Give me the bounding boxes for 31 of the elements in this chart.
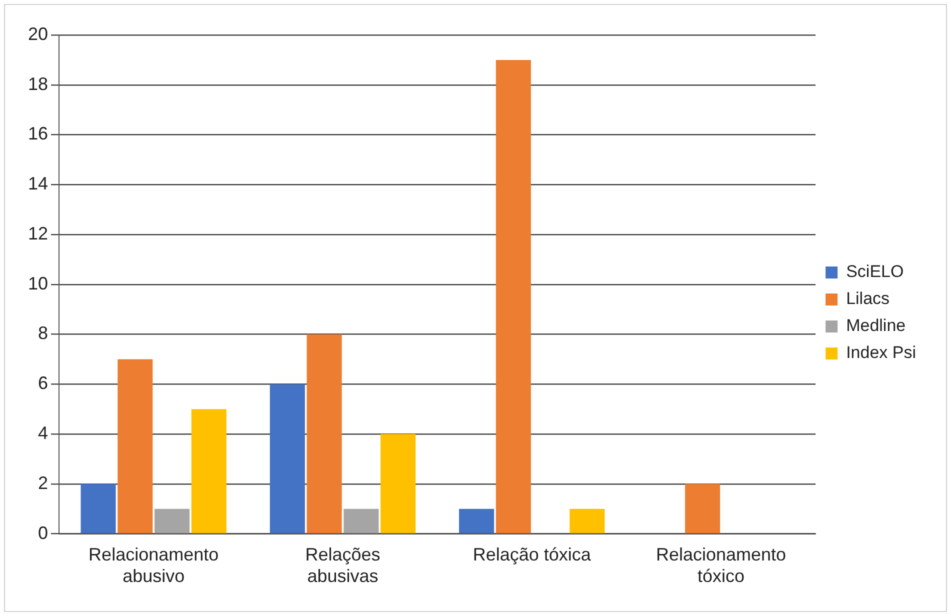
x-tick-label: Relação tóxica	[472, 544, 592, 565]
y-tick-label: 16	[28, 124, 48, 144]
legend-label: Lilacs	[846, 289, 890, 308]
bar	[380, 434, 416, 534]
legend-label: Index Psi	[846, 343, 916, 362]
y-tick-label: 2	[38, 472, 48, 493]
bar	[306, 334, 342, 534]
y-tick-label: 8	[38, 323, 48, 344]
bar	[344, 508, 379, 534]
legend-label: SciELO	[846, 262, 904, 282]
y-tick-label: 12	[28, 223, 48, 244]
bar	[80, 484, 116, 534]
bar	[459, 508, 494, 534]
y-tick-label: 14	[28, 174, 48, 194]
bar	[685, 484, 720, 534]
bar	[270, 384, 305, 534]
bar	[496, 60, 531, 534]
bar	[570, 508, 605, 534]
bar	[191, 409, 226, 534]
x-tick-label: Relacionamento tóxico	[656, 544, 786, 586]
y-tick-label: 18	[28, 74, 48, 94]
x-tick-label: Relacionamento abusivo	[88, 544, 219, 586]
y-tick-label: 6	[38, 373, 48, 394]
y-tick-label: 4	[38, 423, 48, 444]
y-tick-label: 0	[38, 522, 48, 543]
legend-label: Medline	[846, 316, 906, 336]
x-tick-label: Relações abusivas	[305, 544, 380, 586]
y-tick-label: 10	[28, 273, 48, 294]
bar	[118, 359, 153, 534]
bar	[154, 508, 190, 534]
y-tick-label: 20	[28, 24, 48, 44]
